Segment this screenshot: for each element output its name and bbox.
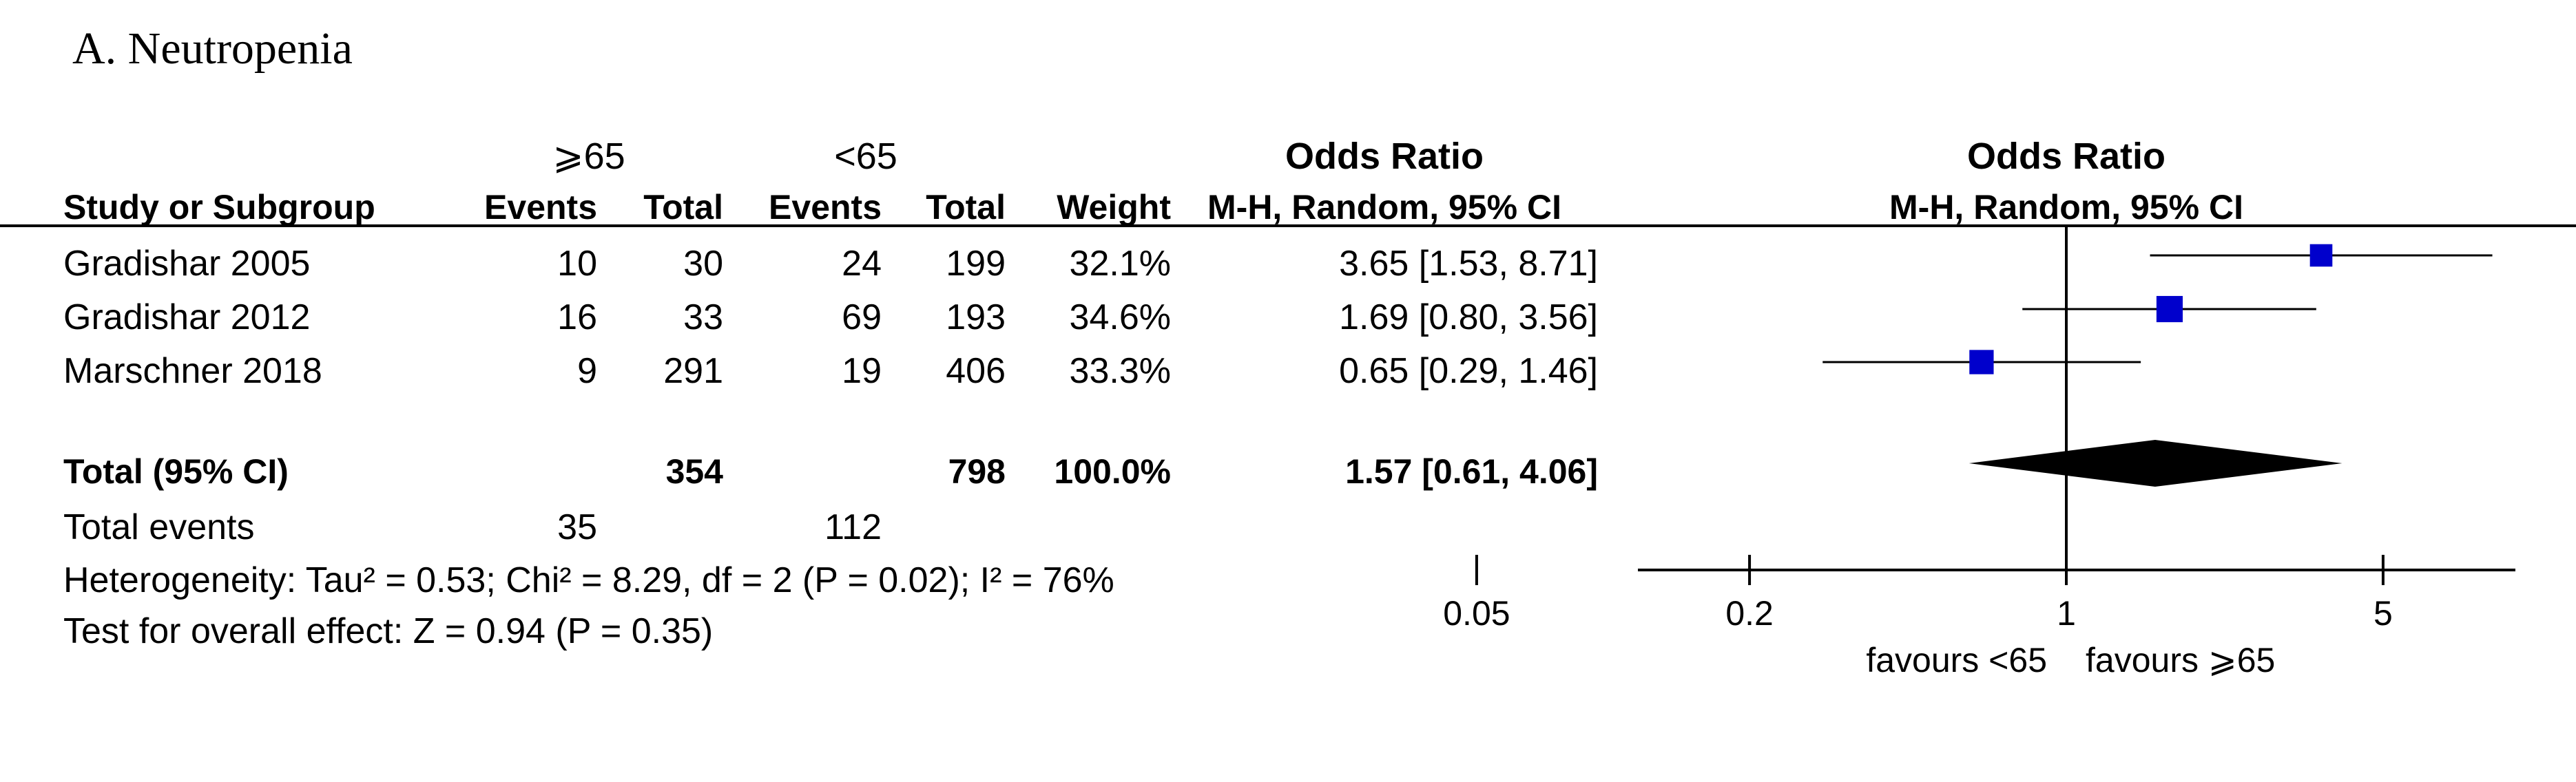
exp-total: 33 [683,297,723,337]
weight: 33.3% [1070,351,1171,391]
group-header-ctrl: <65 [834,136,897,177]
ctrl-events: 24 [842,244,882,284]
study-name: Marschner 2018 [63,351,322,391]
ctrl-total: 193 [946,297,1006,337]
weight: 32.1% [1070,244,1171,284]
study-name: Gradishar 2012 [63,297,310,337]
tick-label: 1 [2057,594,2076,633]
ctrl-events: 19 [842,351,882,391]
study-marker [2156,295,2183,323]
tick-label: 5 [2374,594,2393,633]
favours-left-label: favours <65 [1866,641,2047,679]
or-header-title: Odds Ratio [1285,136,1484,177]
total-row: Total (95% CI) 354 798 100.0% 1.57 [0.61… [63,452,1598,491]
group-header-exp: ⩾65 [552,136,625,177]
total-events-label: Total events [63,507,255,547]
total-events-ctrl: 112 [824,507,882,547]
col-header-ctrl-total: Total [926,188,1006,226]
tick-label: 0.05 [1443,594,1510,633]
overall-effect-stat: Test for overall effect: Z = 0.94 (P = 0… [63,611,713,651]
study-row: Gradishar 2012 16 33 69 193 34.6% 1.69 [… [63,297,1598,337]
study-row: Gradishar 2005 10 30 24 199 32.1% 3.65 [… [63,244,1598,284]
pooled-diamond [1969,440,2343,487]
col-header-weight: Weight [1057,188,1171,226]
total-ctrl: 798 [948,452,1006,491]
total-weight: 100.0% [1054,452,1171,491]
study-marker [1969,350,1994,374]
col-header-study: Study or Subgroup [63,188,375,226]
col-header-exp-events: Events [484,188,597,226]
study-row: Marschner 2018 9 291 19 406 33.3% 0.65 [… [63,351,1598,391]
ctrl-total: 406 [946,351,1006,391]
exp-events: 10 [557,244,597,284]
or-ci: 1.69 [0.80, 3.56] [1339,297,1598,337]
col-header-ctrl-events: Events [769,188,882,226]
panel-title: A. Neutropenia [72,23,353,74]
exp-total: 291 [663,351,723,391]
total-exp: 354 [666,452,724,491]
exp-events: 16 [557,297,597,337]
heterogeneity-stat: Heterogeneity: Tau² = 0.53; Chi² = 8.29,… [63,560,1114,600]
exp-events: 9 [577,351,597,391]
or-ci: 3.65 [1.53, 8.71] [1339,244,1598,284]
total-events-exp: 35 [557,507,597,547]
favours-right-label: favours ⩾65 [2086,641,2275,679]
total-events-row: Total events 35 112 [63,507,882,547]
exp-total: 30 [683,244,723,284]
or-ci: 0.65 [0.29, 1.46] [1339,351,1598,391]
study-name: Gradishar 2005 [63,244,310,284]
ctrl-total: 199 [946,244,1006,284]
ctrl-events: 69 [842,297,882,337]
study-marker [2309,244,2333,267]
col-header-or-sub: M-H, Random, 95% CI [1207,188,1561,226]
total-ci: 1.57 [0.61, 4.06] [1345,452,1598,491]
total-label: Total (95% CI) [63,452,289,491]
tick-label: 0.2 [1725,594,1774,633]
plot-header-title: Odds Ratio [1967,136,2165,177]
weight: 34.6% [1070,297,1171,337]
col-header-exp-total: Total [643,188,723,226]
plot-header-sub: M-H, Random, 95% CI [1889,188,2243,226]
